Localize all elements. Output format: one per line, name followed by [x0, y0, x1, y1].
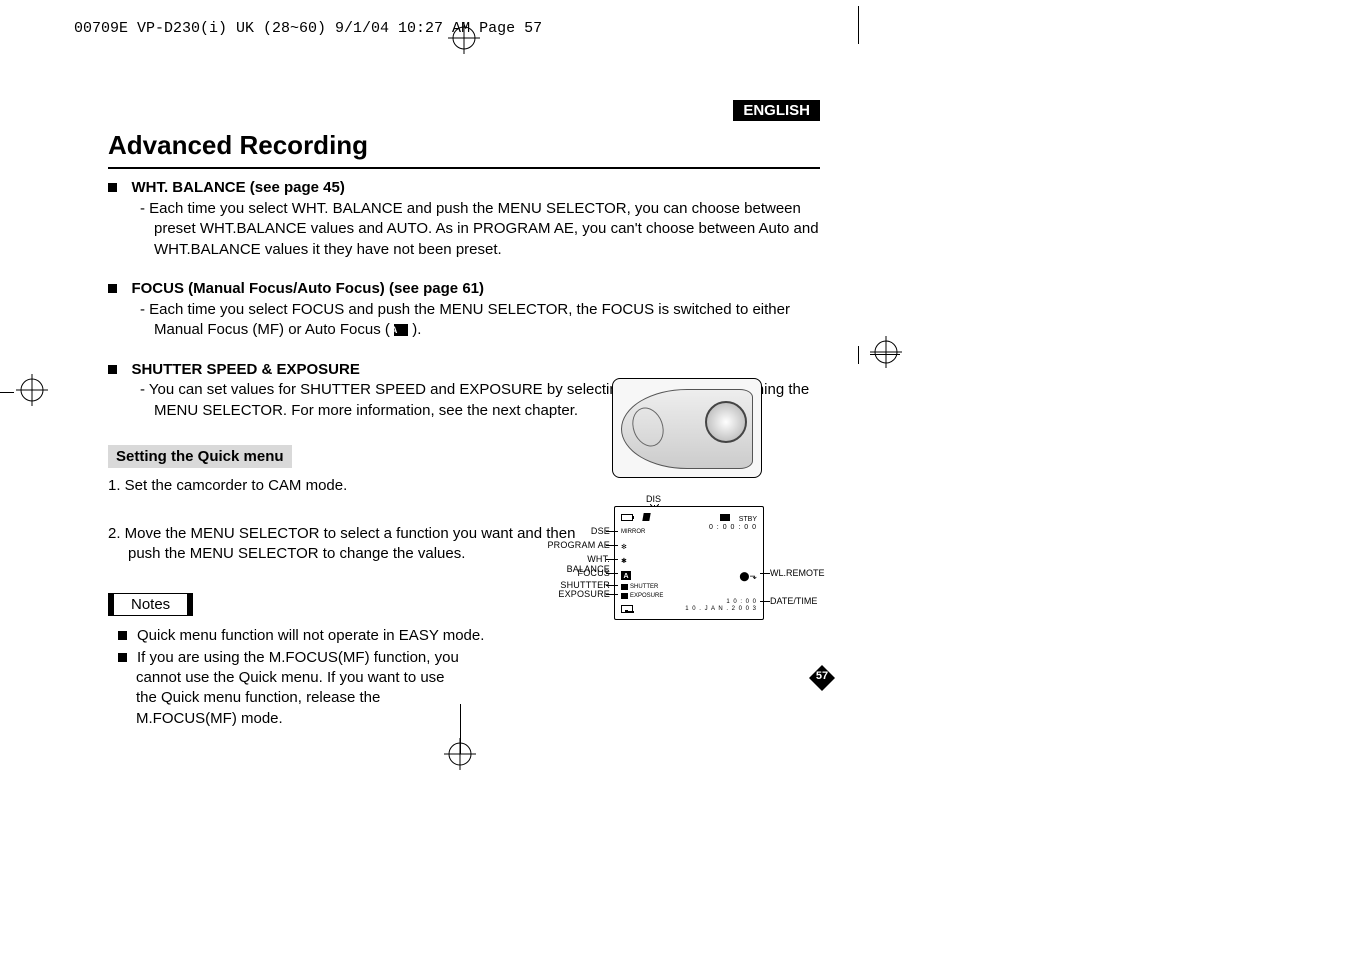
battery-icon	[621, 514, 633, 521]
bullet-icon	[118, 631, 127, 640]
section-head: WHT. BALANCE (see page 45)	[131, 179, 344, 196]
lcd-label-dse: DSE	[546, 526, 610, 536]
body-text: Each time you select FOCUS and push the …	[149, 301, 790, 338]
dis-icon	[642, 513, 650, 521]
language-badge: ENGLISH	[733, 100, 820, 121]
leader-line	[606, 585, 618, 586]
step-1: 1. Set the camcorder to CAM mode.	[108, 476, 588, 496]
bullet-icon	[108, 365, 117, 374]
section-body: - Each time you select FOCUS and push th…	[140, 300, 820, 341]
lcd-label-programae: PROGRAM AE	[546, 540, 610, 550]
note-item: If you are using the M.FOCUS(MF) functio…	[108, 648, 468, 729]
section-head: FOCUS (Manual Focus/Auto Focus) (see pag…	[131, 280, 484, 297]
leader-line	[606, 559, 618, 560]
lcd-label-focus: FOCUS	[546, 568, 610, 578]
leader-line	[606, 573, 618, 574]
print-header: 00709E VP-D230(i) UK (28~60) 9/1/04 10:2…	[74, 20, 1290, 37]
note-text: If you are using the M.FOCUS(MF) functio…	[136, 649, 459, 727]
page-number: 57	[807, 670, 837, 682]
wht-balance-icon: ✱	[621, 557, 627, 565]
mirror-label: MIRROR	[621, 529, 645, 535]
lcd-label-datetime: DATE/TIME	[770, 596, 817, 606]
section-head: SHUTTER SPEED & EXPOSURE	[131, 361, 359, 378]
section-wht-balance: WHT. BALANCE (see page 45) Each time you…	[108, 179, 820, 260]
focus-icon: A	[621, 571, 631, 580]
register-mark-icon	[16, 374, 48, 406]
leader-line	[760, 601, 770, 602]
crop-mark	[858, 346, 859, 364]
page-title: Advanced Recording	[108, 130, 820, 169]
body-text: ).	[412, 321, 421, 338]
bullet-icon	[118, 653, 127, 662]
section-focus: FOCUS (Manual Focus/Auto Focus) (see pag…	[108, 280, 820, 341]
counter-label: 0 : 0 0 : 0 0	[709, 524, 757, 531]
clock-label: 1 0 : 0 0	[685, 599, 757, 606]
shutter-icon	[621, 584, 628, 590]
exposure-label: EXPOSURE	[630, 593, 663, 599]
lcd-screen: STBY 0 : 0 0 : 0 0 MIRROR ✻ ✱ A SHUTTER …	[614, 506, 764, 620]
se-icon	[621, 605, 633, 613]
page-number-badge: 57	[807, 663, 837, 693]
lcd-label-wlremote: WL.REMOTE	[770, 568, 825, 578]
crop-mark	[0, 392, 14, 393]
autofocus-icon: A	[394, 324, 408, 336]
shutter-label: SHUTTER	[630, 584, 658, 590]
camcorder-illustration	[612, 378, 762, 478]
bullet-icon	[108, 284, 117, 293]
exposure-icon	[621, 593, 628, 599]
program-ae-icon: ✻	[621, 543, 627, 551]
date-label: 1 0 . J A N . 2 0 0 3	[685, 606, 757, 613]
leader-line	[606, 531, 618, 532]
body-text: You can set values for SHUTTER SPEED and…	[149, 381, 635, 398]
notes-heading: Notes	[108, 593, 193, 616]
leader-line	[606, 545, 618, 546]
leader-line	[606, 594, 618, 595]
tape-icon	[720, 514, 730, 521]
register-mark-icon	[870, 336, 902, 368]
bullet-icon	[108, 183, 117, 192]
step-2: 2. Move the MENU SELECTOR to select a fu…	[108, 524, 588, 565]
quick-menu-heading: Setting the Quick menu	[108, 445, 292, 468]
stby-label: STBY	[739, 516, 757, 523]
note-item: Quick menu function will not operate in …	[108, 626, 820, 646]
remote-icon: ⬤⬎	[739, 571, 757, 581]
note-text: Quick menu function will not operate in …	[137, 627, 484, 644]
section-body: Each time you select WHT. BALANCE and pu…	[140, 199, 820, 260]
register-mark-icon	[444, 738, 476, 770]
lcd-label-exposure: EXPOSURE	[546, 589, 610, 599]
leader-line	[760, 573, 770, 574]
